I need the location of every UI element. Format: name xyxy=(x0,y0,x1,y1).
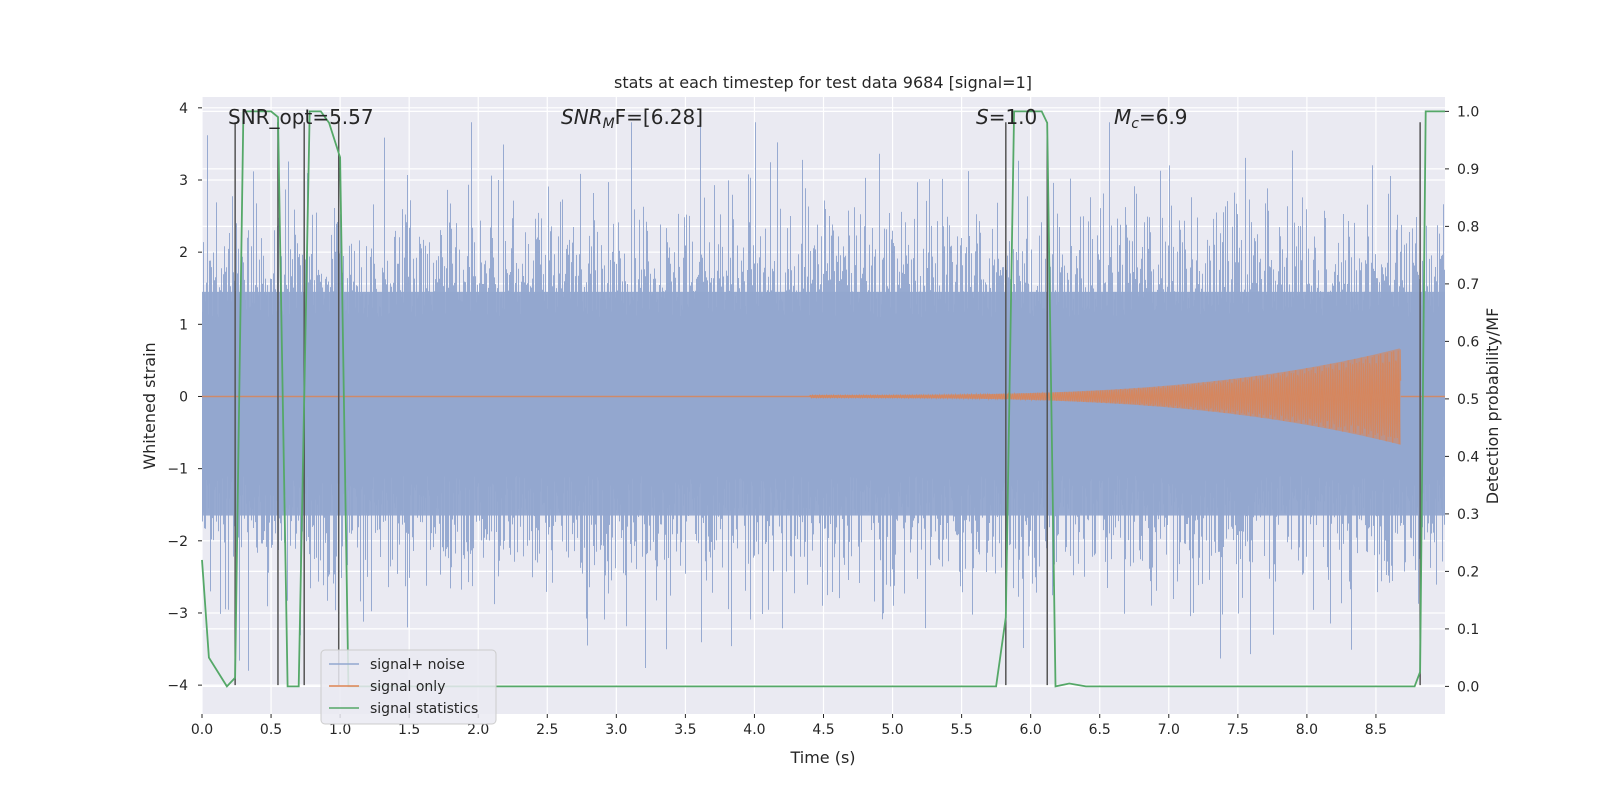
y-axis-ticks: −4 −3 −2 −1 0 1 2 3 4 xyxy=(167,101,202,694)
y-tick-label: 0 xyxy=(179,389,188,405)
x-tick-label: 0.5 xyxy=(260,722,282,738)
annotation-s-rest: =1.0 xyxy=(989,105,1038,129)
y-tick-label: −1 xyxy=(167,462,188,478)
x-tick-label: 7.5 xyxy=(1227,722,1249,738)
x-tick-label: 5.5 xyxy=(950,722,972,738)
x-tick-label: 1.5 xyxy=(398,722,420,738)
x-tick-label: 3.0 xyxy=(605,722,627,738)
y2-tick-label: 0.1 xyxy=(1457,622,1479,638)
y2-tick-label: 0.5 xyxy=(1457,392,1479,408)
x-tick-label: 8.5 xyxy=(1365,722,1387,738)
annotation-snr-mf: SNRMF=[6.28] xyxy=(561,105,703,132)
y-tick-label: −2 xyxy=(167,534,188,550)
chart-title: stats at each timestep for test data 968… xyxy=(614,73,1032,92)
y-tick-label: 1 xyxy=(179,317,188,333)
y-tick-label: −4 xyxy=(167,678,188,694)
legend-label-signal-only: signal only xyxy=(370,679,445,695)
x-tick-label: 2.5 xyxy=(536,722,558,738)
annotation-mc-rest: =6.9 xyxy=(1139,105,1188,129)
x-tick-label: 0.0 xyxy=(191,722,213,738)
x-tick-label: 6.0 xyxy=(1020,722,1042,738)
x-tick-label: 4.5 xyxy=(812,722,834,738)
y2-axis-label: Detection probability/MF xyxy=(1483,308,1502,505)
y2-tick-label: 0.4 xyxy=(1457,449,1479,465)
annotation-s-italic: S xyxy=(976,105,989,129)
y2-tick-label: 0.8 xyxy=(1457,219,1479,235)
x-tick-label: 6.5 xyxy=(1089,722,1111,738)
annotation-snr-mf-sub: M xyxy=(603,116,615,132)
legend: signal+ noise signal only signal statist… xyxy=(320,649,497,725)
x-axis-label: Time (s) xyxy=(789,748,855,767)
annotation-mc-sub: c xyxy=(1131,116,1139,132)
annotation-mc-base: M xyxy=(1114,105,1131,129)
legend-label-signal-statistics: signal statistics xyxy=(370,701,478,717)
annotation-snr-mf-rest: F=[6.28] xyxy=(615,105,703,129)
annotation-snr-mf-base: SNR xyxy=(561,105,603,129)
x-tick-label: 4.0 xyxy=(743,722,765,738)
y2-tick-label: 0.6 xyxy=(1457,334,1479,350)
annotation-snr-opt: SNR_opt=5.57 xyxy=(228,105,374,129)
y2-tick-label: 0.9 xyxy=(1457,162,1479,178)
vertical-markers xyxy=(234,122,1421,686)
y-tick-label: 3 xyxy=(179,173,188,189)
y-tick-label: −3 xyxy=(167,606,188,622)
x-tick-label: 1.0 xyxy=(329,722,351,738)
y2-tick-label: 0.2 xyxy=(1457,564,1479,580)
y-axis-label: Whitened strain xyxy=(140,342,159,469)
y2-tick-label: 1.0 xyxy=(1457,104,1479,120)
x-tick-label: 2.0 xyxy=(467,722,489,738)
legend-label-signal-plus-noise: signal+ noise xyxy=(370,657,465,673)
x-tick-label: 7.0 xyxy=(1158,722,1180,738)
chirp-envelope xyxy=(809,348,1401,445)
annotation-mc: Mc=6.9 xyxy=(1114,105,1188,132)
y-tick-label: 4 xyxy=(179,101,188,117)
x-axis-ticks: 0.0 0.5 1.0 1.5 2.0 2.5 3.0 3.5 4.0 4.5 5.0 5.5 6.0 6… xyxy=(191,714,1387,738)
x-tick-label: 8.0 xyxy=(1296,722,1318,738)
x-tick-label: 5.0 xyxy=(881,722,903,738)
y2-axis-ticks: 0.0 0.1 0.2 0.3 0.4 0.5 0.6 0.7 0.8 0.9 1.0 xyxy=(1445,104,1479,695)
legend-box xyxy=(320,649,497,725)
y2-tick-label: 0.7 xyxy=(1457,277,1479,293)
x-tick-label: 3.5 xyxy=(674,722,696,738)
annotation-s: S=1.0 xyxy=(976,105,1037,129)
y2-tick-label: 0.3 xyxy=(1457,507,1479,523)
y-tick-label: 2 xyxy=(179,245,188,261)
y2-tick-label: 0.0 xyxy=(1457,679,1479,695)
